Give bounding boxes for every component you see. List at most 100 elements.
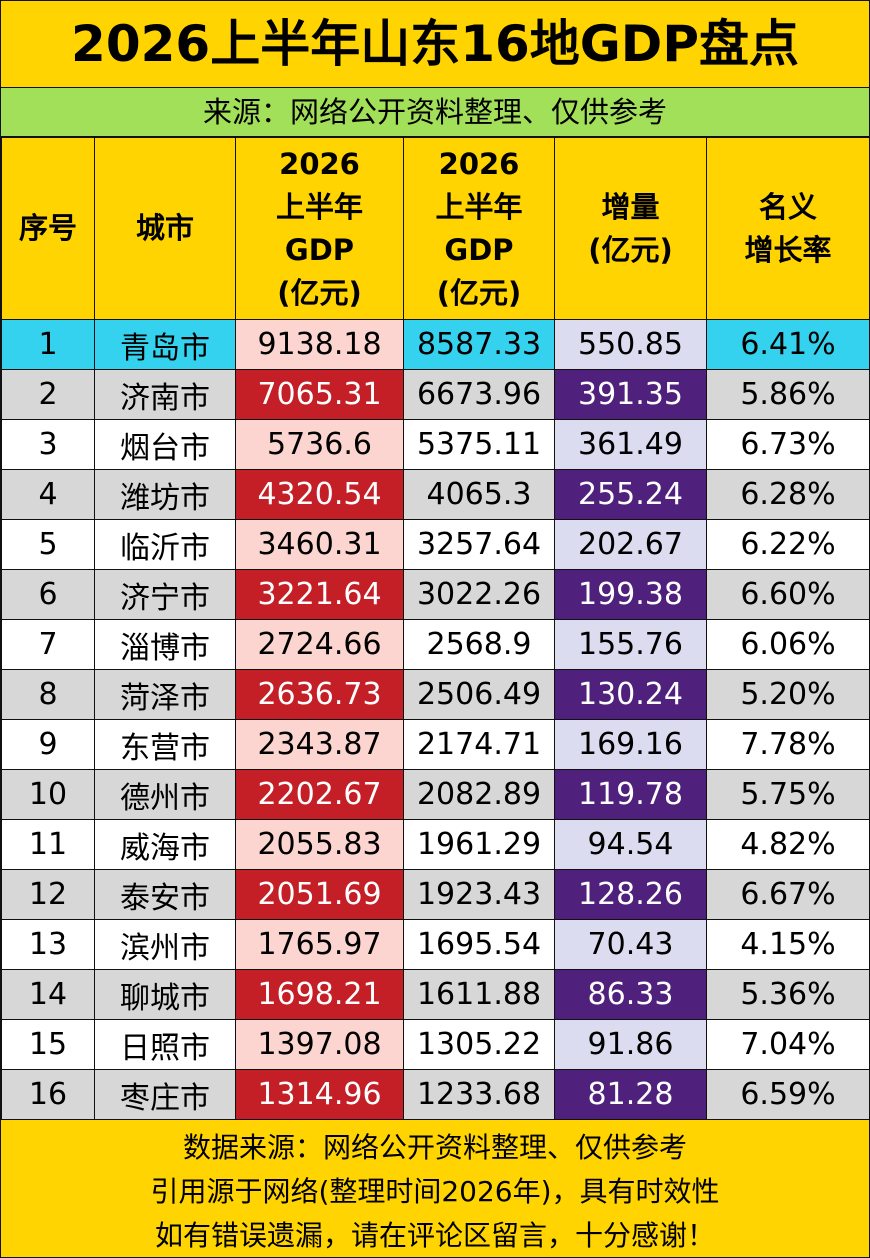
rank-cell: 6 — [1, 569, 95, 620]
table-row: 4 潍坊市 4320.54 4065.3 255.24 6.28% — [1, 469, 870, 520]
gdp-prev-cell: 2174.71 — [403, 719, 555, 770]
gdp-prev-cell: 2082.89 — [403, 769, 555, 820]
gdp-prev-cell: 3022.26 — [403, 569, 555, 620]
gdp-prev-cell: 4065.3 — [403, 469, 555, 520]
footer-line: 如有错误遗漏，请在评论区留言，十分感谢！ — [154, 1219, 715, 1252]
header-gdp-prev: 2026 上半年 GDP (亿元) — [403, 137, 555, 320]
growth-rate-cell: 6.22% — [706, 519, 870, 570]
table-row: 7 淄博市 2724.66 2568.9 155.76 6.06% — [1, 619, 870, 670]
gdp-prev-cell: 1233.68 — [403, 1069, 555, 1120]
rank-cell: 15 — [1, 1019, 95, 1070]
gdp-prev-cell: 2568.9 — [403, 619, 555, 670]
header-increase: 增量 (亿元) — [554, 137, 707, 320]
gdp-prev-cell: 1305.22 — [403, 1019, 555, 1070]
city-cell: 日照市 — [94, 1019, 236, 1070]
table-row: 10 德州市 2202.67 2082.89 119.78 5.75% — [1, 769, 870, 820]
city-cell: 潍坊市 — [94, 469, 236, 520]
increase-cell: 202.67 — [554, 519, 707, 570]
rank-cell: 3 — [1, 419, 95, 470]
city-cell: 临沂市 — [94, 519, 236, 570]
increase-cell: 86.33 — [554, 969, 707, 1020]
increase-cell: 199.38 — [554, 569, 707, 620]
growth-rate-cell: 6.28% — [706, 469, 870, 520]
rank-cell: 16 — [1, 1069, 95, 1120]
rank-cell: 5 — [1, 519, 95, 570]
growth-rate-cell: 6.67% — [706, 869, 870, 920]
gdp-current-cell: 3221.64 — [235, 569, 404, 620]
growth-rate-cell: 6.41% — [706, 319, 870, 370]
city-cell: 济宁市 — [94, 569, 236, 620]
header-city: 城市 — [94, 137, 236, 320]
table-row: 15 日照市 1397.08 1305.22 91.86 7.04% — [1, 1019, 870, 1070]
gdp-current-cell: 1765.97 — [235, 919, 404, 970]
increase-cell: 91.86 — [554, 1019, 707, 1070]
growth-rate-cell: 5.20% — [706, 669, 870, 720]
gdp-current-cell: 3460.31 — [235, 519, 404, 570]
header-rank: 序号 — [1, 137, 95, 320]
growth-rate-cell: 5.75% — [706, 769, 870, 820]
header-gdp-current: 2026 上半年 GDP (亿元) — [235, 137, 404, 320]
table-row: 5 临沂市 3460.31 3257.64 202.67 6.22% — [1, 519, 870, 570]
table-row: 3 烟台市 5736.6 5375.11 361.49 6.73% — [1, 419, 870, 470]
gdp-current-cell: 4320.54 — [235, 469, 404, 520]
increase-cell: 169.16 — [554, 719, 707, 770]
city-cell: 枣庄市 — [94, 1069, 236, 1120]
city-cell: 威海市 — [94, 819, 236, 870]
page-title: 2026上半年山东16地GDP盘点 — [1, 1, 869, 88]
growth-rate-cell: 5.86% — [706, 369, 870, 420]
table-row: 11 威海市 2055.83 1961.29 94.54 4.82% — [1, 819, 870, 870]
rank-cell: 2 — [1, 369, 95, 420]
table-row: 13 滨州市 1765.97 1695.54 70.43 4.15% — [1, 919, 870, 970]
rank-cell: 1 — [1, 319, 95, 370]
rank-cell: 4 — [1, 469, 95, 520]
city-cell: 青岛市 — [94, 319, 236, 370]
increase-cell: 70.43 — [554, 919, 707, 970]
gdp-prev-cell: 1923.43 — [403, 869, 555, 920]
city-cell: 淄博市 — [94, 619, 236, 670]
gdp-table: 序号 城市 2026 上半年 GDP (亿元) 2026 上半年 GDP (亿元… — [1, 137, 870, 1120]
growth-rate-cell: 6.73% — [706, 419, 870, 470]
table-row: 1 青岛市 9138.18 8587.33 550.85 6.41% — [1, 319, 870, 370]
gdp-prev-cell: 5375.11 — [403, 419, 555, 470]
gdp-prev-cell: 2506.49 — [403, 669, 555, 720]
table-header-row: 序号 城市 2026 上半年 GDP (亿元) 2026 上半年 GDP (亿元… — [1, 137, 870, 320]
city-cell: 聊城市 — [94, 969, 236, 1020]
gdp-prev-cell: 6673.96 — [403, 369, 555, 420]
table-row: 12 泰安市 2051.69 1923.43 128.26 6.67% — [1, 869, 870, 920]
header-growth: 名义 增长率 — [706, 137, 870, 320]
footer-notes: 数据来源：网络公开资料整理、仅供参考 引用源于网络(整理时间2026年)，具有时… — [1, 1120, 869, 1258]
footer-line: 数据来源：网络公开资料整理、仅供参考 — [182, 1131, 687, 1164]
rank-cell: 14 — [1, 969, 95, 1020]
city-cell: 滨州市 — [94, 919, 236, 970]
gdp-prev-cell: 1611.88 — [403, 969, 555, 1020]
rank-cell: 10 — [1, 769, 95, 820]
table-row: 6 济宁市 3221.64 3022.26 199.38 6.60% — [1, 569, 870, 620]
gdp-current-cell: 2202.67 — [235, 769, 404, 820]
increase-cell: 550.85 — [554, 319, 707, 370]
table-row: 2 济南市 7065.31 6673.96 391.35 5.86% — [1, 369, 870, 420]
gdp-prev-cell: 8587.33 — [403, 319, 555, 370]
growth-rate-cell: 6.06% — [706, 619, 870, 670]
gdp-current-cell: 1314.96 — [235, 1069, 404, 1120]
rank-cell: 7 — [1, 619, 95, 670]
gdp-current-cell: 2724.66 — [235, 619, 404, 670]
footer-line: 引用源于网络(整理时间2026年)，具有时效性 — [150, 1175, 720, 1208]
gdp-current-cell: 1698.21 — [235, 969, 404, 1020]
table-row: 14 聊城市 1698.21 1611.88 86.33 5.36% — [1, 969, 870, 1020]
increase-cell: 255.24 — [554, 469, 707, 520]
table-row: 16 枣庄市 1314.96 1233.68 81.28 6.59% — [1, 1069, 870, 1120]
gdp-current-cell: 2636.73 — [235, 669, 404, 720]
city-cell: 泰安市 — [94, 869, 236, 920]
city-cell: 东营市 — [94, 719, 236, 770]
gdp-prev-cell: 1961.29 — [403, 819, 555, 870]
rank-cell: 12 — [1, 869, 95, 920]
city-cell: 济南市 — [94, 369, 236, 420]
growth-rate-cell: 6.60% — [706, 569, 870, 620]
rank-cell: 9 — [1, 719, 95, 770]
table-body: 1 青岛市 9138.18 8587.33 550.85 6.41% 2 济南市 7065.31… — [1, 319, 870, 1120]
gdp-current-cell: 2343.87 — [235, 719, 404, 770]
source-note: 来源：网络公开资料整理、仅供参考 — [1, 88, 869, 137]
gdp-prev-cell: 1695.54 — [403, 919, 555, 970]
increase-cell: 94.54 — [554, 819, 707, 870]
increase-cell: 155.76 — [554, 619, 707, 670]
